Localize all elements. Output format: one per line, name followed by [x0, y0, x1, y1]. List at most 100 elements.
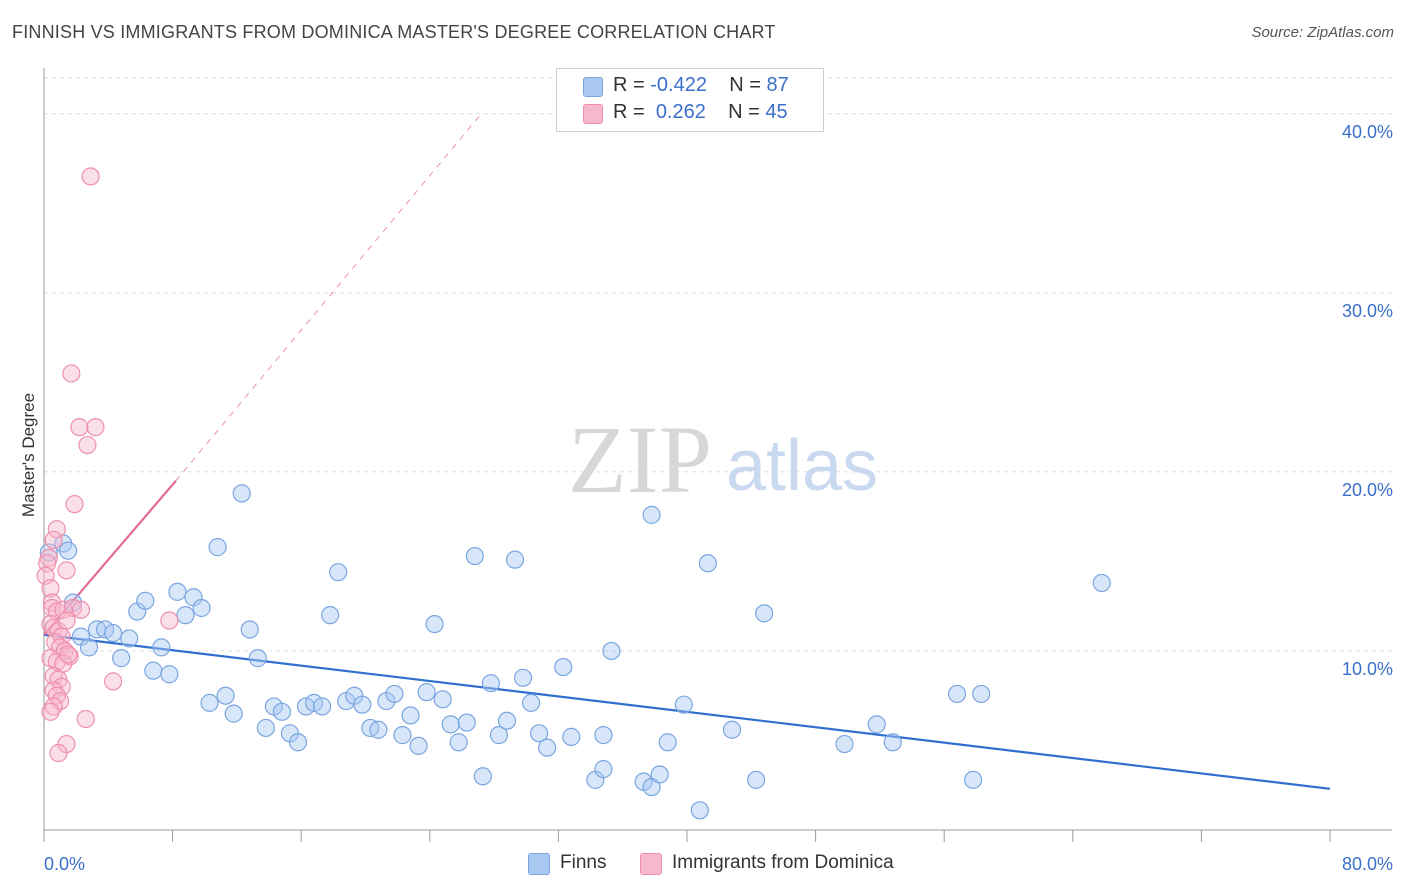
legend-swatch-finns	[528, 853, 550, 875]
point-finns	[698, 554, 717, 573]
point-finns	[401, 706, 420, 725]
point-dominica	[104, 672, 123, 691]
trend-line-dominica	[43, 480, 177, 636]
point-finns	[457, 713, 476, 732]
legend-r-value-dominica: 0.262	[655, 101, 706, 123]
point-finns	[112, 649, 131, 668]
chart-title: FINNISH VS IMMIGRANTS FROM DOMINICA MAST…	[12, 22, 776, 42]
point-finns	[224, 704, 243, 723]
legend-n-value-dominica: 45	[765, 101, 788, 123]
point-finns	[1092, 573, 1111, 593]
point-finns	[232, 484, 251, 503]
point-finns	[489, 726, 509, 745]
point-dominica	[57, 561, 76, 580]
trend-lines	[43, 113, 1331, 790]
point-finns	[562, 727, 581, 746]
point-dominica	[81, 167, 100, 186]
point-finns	[650, 765, 669, 784]
point-dominica	[41, 579, 60, 598]
legend-n-value-finns: 87	[766, 74, 789, 96]
x-tick-label: 80.0%	[1342, 854, 1393, 874]
point-finns	[722, 720, 742, 739]
data-points	[36, 167, 1111, 820]
point-finns	[79, 638, 99, 657]
point-finns	[200, 693, 219, 712]
y-tick-label: 30.0%	[1342, 301, 1393, 321]
point-finns	[288, 733, 308, 752]
watermark-zip: ZIP	[568, 406, 712, 513]
point-dominica	[76, 709, 95, 729]
point-finns	[353, 695, 372, 714]
point-dominica	[44, 681, 63, 700]
legend-swatch-finns	[583, 77, 603, 97]
point-finns	[321, 606, 340, 625]
point-dominica	[160, 611, 179, 630]
point-finns	[192, 598, 211, 618]
point-finns	[176, 606, 195, 625]
point-finns	[120, 629, 139, 648]
source-label: Source: ZipAtlas.com	[1251, 24, 1394, 41]
legend-swatch-dominica	[583, 104, 603, 124]
point-finns	[530, 724, 549, 743]
point-finns	[385, 684, 404, 704]
trend-line-dominica-extended	[175, 113, 482, 482]
point-finns	[240, 620, 259, 639]
point-dominica	[47, 520, 66, 539]
point-finns	[216, 686, 235, 705]
tick-labels: 10.0% 20.0% 30.0% 40.0% 0.0% 80.0%	[44, 122, 1393, 874]
point-finns	[747, 770, 766, 789]
point-finns	[465, 546, 484, 566]
point-finns	[554, 657, 573, 677]
point-finns	[59, 541, 78, 560]
point-finns	[425, 614, 444, 634]
point-finns	[497, 711, 517, 730]
legend-label-dominica: Immigrants from Dominica	[672, 852, 894, 873]
point-dominica	[57, 611, 76, 630]
point-dominica	[47, 686, 66, 705]
point-dominica	[44, 697, 63, 716]
point-finns	[136, 591, 155, 610]
point-dominica	[44, 530, 63, 550]
axes	[43, 68, 1392, 842]
legend-r-value-finns: -0.422	[650, 74, 707, 96]
point-finns	[947, 684, 967, 704]
point-finns	[513, 668, 533, 687]
x-tick-label: 0.0%	[44, 854, 85, 874]
legend-swatch-dominica	[640, 853, 662, 875]
point-finns	[104, 623, 123, 643]
point-finns	[393, 726, 412, 745]
point-finns	[369, 720, 388, 739]
point-finns	[312, 697, 332, 716]
point-finns	[248, 649, 267, 668]
point-dominica	[42, 593, 62, 612]
y-tick-label: 40.0%	[1342, 122, 1393, 142]
point-finns	[642, 505, 661, 524]
point-dominica	[78, 435, 97, 455]
point-dominica	[49, 743, 68, 763]
point-finns	[690, 801, 709, 820]
point-finns	[329, 563, 348, 582]
point-finns	[538, 738, 557, 757]
point-dominica	[70, 418, 89, 437]
point-dominica	[71, 600, 91, 619]
y-axis-label: Master's Degree	[19, 393, 38, 517]
point-finns	[433, 690, 452, 709]
point-finns	[755, 604, 774, 623]
point-finns	[409, 736, 428, 755]
point-finns	[160, 665, 179, 684]
grid-lines	[44, 77, 1392, 652]
point-finns	[144, 661, 163, 680]
point-dominica	[59, 645, 78, 664]
correlation-legend: R = -0.422 N = 87 R = 0.262 N = 45	[556, 68, 824, 132]
legend-r-label: R =	[613, 101, 651, 123]
point-finns	[441, 715, 460, 734]
point-finns	[168, 582, 187, 601]
y-tick-label: 10.0%	[1342, 659, 1393, 679]
legend-n-label: N =	[729, 74, 767, 96]
point-finns	[256, 718, 275, 738]
point-finns	[505, 550, 525, 569]
point-finns	[208, 538, 227, 557]
point-finns	[481, 674, 500, 693]
point-finns	[972, 684, 991, 704]
